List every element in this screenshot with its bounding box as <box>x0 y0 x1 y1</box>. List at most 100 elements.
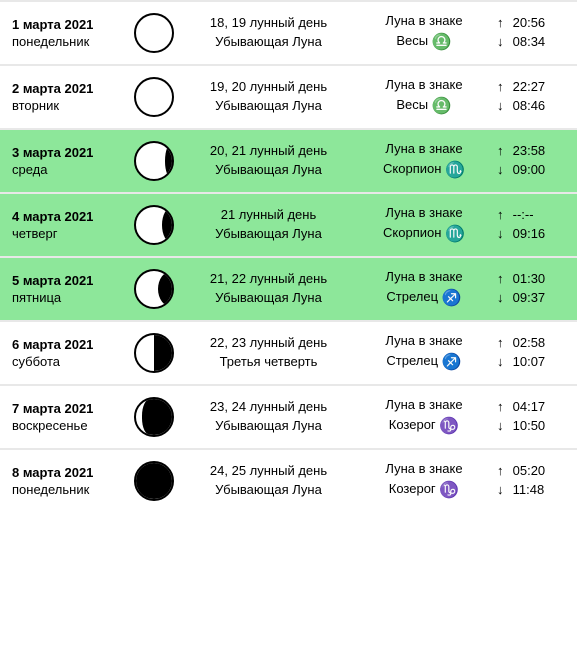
sign-name: Скорпион <box>383 225 441 240</box>
sign-column: Луна в знакеВесы ♎ <box>359 12 489 54</box>
sign-in-label: Луна в знаке <box>359 268 489 287</box>
lunar-column: 23, 24 лунный деньУбывающая Луна <box>186 398 351 436</box>
sign-name: Козерог <box>389 417 436 432</box>
date-label: 1 марта 2021 <box>12 17 122 32</box>
calendar-row[interactable]: 3 марта 2021среда20, 21 лунный деньУбыва… <box>0 128 577 192</box>
weekday-label: воскресенье <box>12 418 122 433</box>
weekday-label: понедельник <box>12 34 122 49</box>
moonset-row: ↓ 10:07 <box>497 353 565 372</box>
calendar-row[interactable]: 5 марта 2021пятница21, 22 лунный деньУбы… <box>0 256 577 320</box>
moon-phase-icon <box>134 269 174 309</box>
sign-name: Скорпион <box>383 161 441 176</box>
lunar-column: 21 лунный деньУбывающая Луна <box>186 206 351 244</box>
sign-column: Луна в знакеСтрелец ♐ <box>359 268 489 310</box>
lunar-column: 22, 23 лунный деньТретья четверть <box>186 334 351 372</box>
moonset-time: 09:16 <box>513 226 546 241</box>
moonrise-time: 23:58 <box>513 143 546 158</box>
calendar-row[interactable]: 2 марта 2021вторник19, 20 лунный деньУбы… <box>0 64 577 128</box>
zodiac-icon: ♐ <box>442 354 462 371</box>
moon-phase-label: Третья четверть <box>186 353 351 372</box>
phase-column <box>130 13 178 53</box>
moon-phase-label: Убывающая Луна <box>186 481 351 500</box>
moonrise-time: --:-- <box>513 207 534 222</box>
moonset-row: ↓ 09:37 <box>497 289 565 308</box>
sign-in-label: Луна в знаке <box>359 204 489 223</box>
down-arrow-icon: ↓ <box>497 33 509 52</box>
moonrise-row: ↑ 04:17 <box>497 398 565 417</box>
zodiac-icon: ♏ <box>445 162 465 179</box>
moon-phase-label: Убывающая Луна <box>186 417 351 436</box>
moonrise-row: ↑ 20:56 <box>497 14 565 33</box>
moon-phase-icon <box>134 461 174 501</box>
sign-in-label: Луна в знаке <box>359 396 489 415</box>
phase-column <box>130 205 178 245</box>
weekday-label: понедельник <box>12 482 122 497</box>
calendar-row[interactable]: 7 марта 2021 воскресенье 23, 24 лунный ден… <box>0 384 577 448</box>
sign-in-label: Луна в знаке <box>359 76 489 95</box>
date-column: 8 марта 2021понедельник <box>12 465 122 497</box>
sign-name: Весы <box>396 33 428 48</box>
down-arrow-icon: ↓ <box>497 481 509 500</box>
date-label: 6 марта 2021 <box>12 337 122 352</box>
calendar-row[interactable]: 6 марта 2021 суббота 22, 23 лунный деньТре… <box>0 320 577 384</box>
down-arrow-icon: ↓ <box>497 161 509 180</box>
moonrise-row: ↑ 23:58 <box>497 142 565 161</box>
lunar-column: 24, 25 лунный деньУбывающая Луна <box>186 462 351 500</box>
sign-name: Стрелец <box>386 353 438 368</box>
date-label: 4 марта 2021 <box>12 209 122 224</box>
moon-phase-label: Убывающая Луна <box>186 33 351 52</box>
moon-phase-label: Убывающая Луна <box>186 225 351 244</box>
phase-column <box>130 141 178 181</box>
moonset-time: 10:07 <box>513 354 546 369</box>
lunar-day-label: 20, 21 лунный день <box>186 142 351 161</box>
sign-name-row: Стрелец ♐ <box>359 351 489 374</box>
lunar-day-label: 18, 19 лунный день <box>186 14 351 33</box>
lunar-day-label: 21 лунный день <box>186 206 351 225</box>
lunar-day-label: 22, 23 лунный день <box>186 334 351 353</box>
sign-name-row: Весы ♎ <box>359 31 489 54</box>
phase-column <box>130 77 178 117</box>
moonrise-time: 20:56 <box>513 15 546 30</box>
zodiac-icon: ♎ <box>432 98 452 115</box>
lunar-column: 19, 20 лунный деньУбывающая Луна <box>186 78 351 116</box>
phase-column <box>130 461 178 501</box>
calendar-row[interactable]: 1 марта 2021 понедельник 18, 19 лунный ден… <box>0 0 577 64</box>
phase-column <box>130 269 178 309</box>
lunar-column: 21, 22 лунный деньУбывающая Луна <box>186 270 351 308</box>
moonset-time: 11:48 <box>513 482 545 497</box>
zodiac-icon: ♑ <box>439 418 459 435</box>
up-arrow-icon: ↑ <box>497 462 509 481</box>
moonset-time: 09:00 <box>513 162 546 177</box>
weekday-label: суббота <box>12 354 122 369</box>
sign-column: Луна в знакеСкорпион ♏ <box>359 140 489 182</box>
zodiac-icon: ♎ <box>432 34 452 51</box>
moon-phase-icon <box>134 141 174 181</box>
moon-phase-label: Убывающая Луна <box>186 161 351 180</box>
date-column: 4 марта 2021 четверг <box>12 209 122 241</box>
calendar-row[interactable]: 8 марта 2021понедельник 24, 25 лунный ден… <box>0 448 577 512</box>
lunar-day-label: 24, 25 лунный день <box>186 462 351 481</box>
sign-name: Весы <box>396 97 428 112</box>
sign-column: Луна в знакеКозерог ♑ <box>359 460 489 502</box>
moonrise-row: ↑ 02:58 <box>497 334 565 353</box>
zodiac-icon: ♏ <box>445 226 465 243</box>
moonset-time: 08:34 <box>513 34 546 49</box>
moon-phase-icon <box>134 397 174 437</box>
moon-phase-icon <box>134 13 174 53</box>
zodiac-icon: ♑ <box>439 482 459 499</box>
moonset-row: ↓ 08:46 <box>497 97 565 116</box>
moonrise-time: 02:58 <box>513 335 546 350</box>
moonset-row: ↓ 08:34 <box>497 33 565 52</box>
weekday-label: вторник <box>12 98 122 113</box>
moonrise-row: ↑ 22:27 <box>497 78 565 97</box>
up-arrow-icon: ↑ <box>497 14 509 33</box>
moonrise-row: ↑ 01:30 <box>497 270 565 289</box>
calendar-row[interactable]: 4 марта 2021 четверг 21 лунный деньУбывающ… <box>0 192 577 256</box>
sign-name-row: Козерог ♑ <box>359 479 489 502</box>
down-arrow-icon: ↓ <box>497 225 509 244</box>
date-column: 1 марта 2021 понедельник <box>12 17 122 49</box>
moonrise-time: 04:17 <box>513 399 546 414</box>
date-label: 7 марта 2021 <box>12 401 122 416</box>
sign-name: Стрелец <box>386 289 438 304</box>
weekday-label: четверг <box>12 226 122 241</box>
